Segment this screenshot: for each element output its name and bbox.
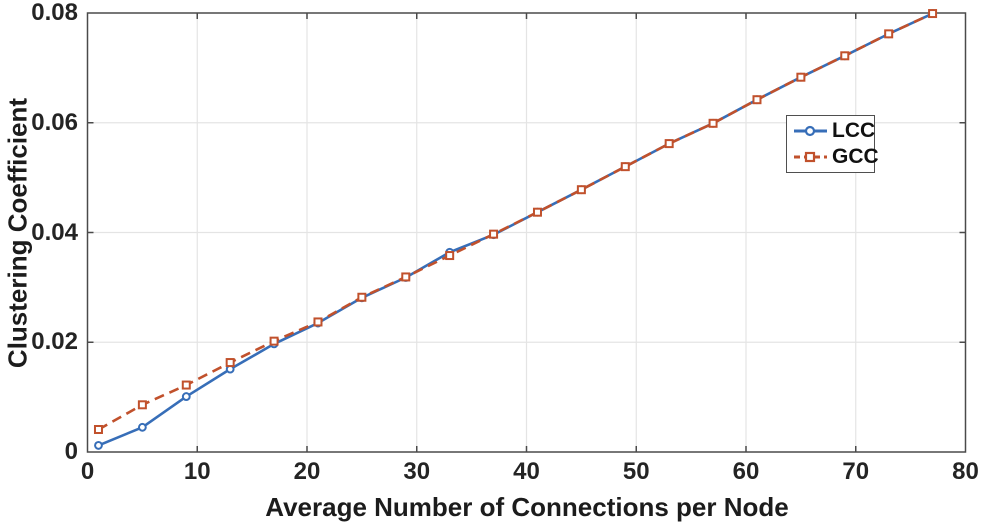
- marker-square-gcc: [181, 380, 191, 390]
- y-tick-label: 0: [64, 438, 78, 465]
- legend-row-gcc: GCC: [792, 144, 879, 170]
- marker-circle-lcc: [137, 422, 147, 432]
- marker-square-gcc: [357, 292, 367, 302]
- y-axis-label: Clustering Coefficient: [2, 97, 33, 369]
- legend-label-lcc: LCC: [832, 119, 876, 142]
- marker-square-gcc: [445, 251, 455, 261]
- legend: LCC GCC: [786, 115, 879, 173]
- series-line-lcc: [97, 12, 934, 447]
- marker-circle-lcc: [181, 392, 191, 401]
- marker-square-gcc: [664, 139, 674, 149]
- x-tick-label: 10: [183, 458, 211, 485]
- y-tick-label: 0.04: [31, 218, 78, 246]
- lcc-line-marker-icon: [794, 125, 827, 137]
- marker-circle-lcc: [94, 441, 103, 450]
- x-tick-label: 20: [293, 458, 321, 485]
- y-tick-label: 0.06: [31, 108, 78, 136]
- marker-square-gcc: [840, 51, 850, 61]
- marker-square-gcc: [576, 185, 586, 195]
- marker-square-gcc: [708, 118, 718, 128]
- marker-square-gcc: [620, 162, 630, 172]
- marker-square-gcc: [752, 95, 762, 105]
- marker-square-gcc: [137, 400, 147, 410]
- marker-square-gcc: [884, 29, 894, 39]
- marker-square-gcc: [796, 72, 806, 82]
- marker-square-gcc: [225, 358, 235, 368]
- marker-square-gcc: [93, 425, 103, 435]
- y-tick-label: 0.08: [31, 0, 78, 26]
- x-tick-label: 50: [622, 458, 650, 485]
- marker-square-gcc: [313, 317, 323, 327]
- legend-row-lcc: LCC: [792, 118, 875, 144]
- y-tick-label: 0.02: [31, 328, 78, 356]
- x-axis-label: Average Number of Connections per Node: [265, 492, 789, 522]
- marker-square-gcc: [532, 207, 542, 217]
- legend-label-gcc: GCC: [832, 145, 879, 168]
- marker-square-gcc: [489, 229, 499, 239]
- marker-square-gcc: [401, 272, 411, 282]
- x-tick-label: 70: [842, 458, 870, 485]
- x-tick-label: 80: [952, 458, 979, 485]
- x-tick-label: 30: [403, 458, 431, 485]
- marker-square-gcc: [269, 336, 279, 346]
- x-tick-label: 60: [732, 458, 760, 485]
- marker-square-gcc: [928, 9, 938, 19]
- gcc-line-marker-icon: [794, 151, 827, 163]
- x-tick-label: 0: [80, 458, 95, 485]
- series-line-gcc: [97, 12, 934, 431]
- x-tick-label: 40: [513, 458, 540, 485]
